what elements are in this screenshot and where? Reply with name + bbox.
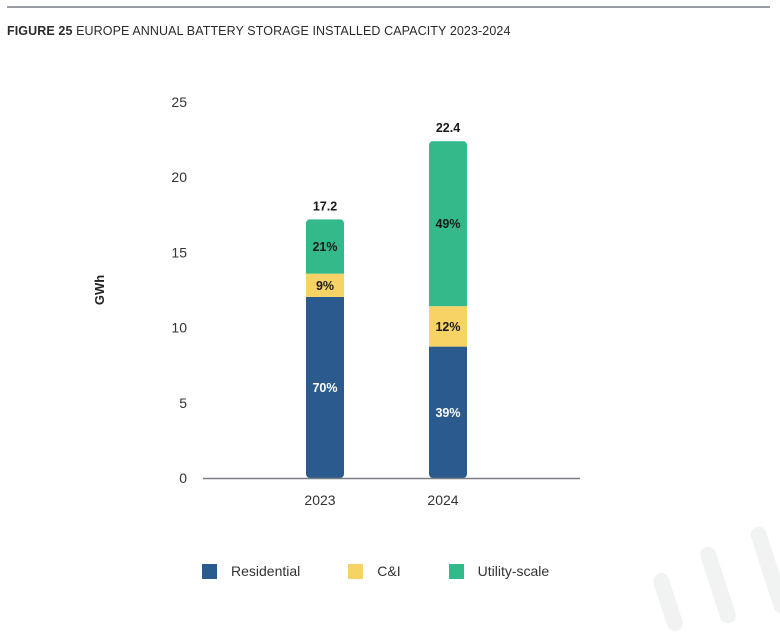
y-tick-label: 20 bbox=[171, 169, 187, 185]
segment-label: 21% bbox=[312, 240, 337, 254]
segment-label: 70% bbox=[312, 381, 337, 395]
stacked-bar-chart: 0 5 10 15 20 25 GWh 70% 9% 21% 17.2 39% 12% 49% 22.4… bbox=[92, 94, 580, 508]
figure-label: FIGURE 25 bbox=[7, 24, 73, 38]
bar-segment-residential-2024 bbox=[429, 346, 467, 478]
bar-segment-c-i-2023 bbox=[306, 273, 344, 297]
legend-swatch-ci bbox=[348, 563, 364, 579]
legend-swatch-utility-scale bbox=[448, 563, 464, 579]
x-tick-label: 2023 bbox=[304, 492, 335, 508]
y-tick-label: 25 bbox=[171, 94, 187, 110]
x-tick-label: 2024 bbox=[427, 492, 458, 508]
legend: Residential C&I Utility-scale bbox=[202, 563, 597, 579]
figure-title: FIGURE 25 EUROPE ANNUAL BATTERY STORAGE … bbox=[7, 24, 511, 38]
segment-label: 12% bbox=[435, 320, 460, 334]
legend-label-residential: Residential bbox=[231, 563, 301, 579]
bar-stack-2023: 70% 9% 21% 17.2 bbox=[306, 199, 344, 478]
legend-item-utility-scale: Utility-scale bbox=[448, 563, 550, 579]
top-rule bbox=[7, 6, 770, 8]
bar-segment-utility-scale-2024 bbox=[429, 141, 467, 307]
legend-swatch-residential bbox=[202, 563, 217, 579]
figure-title-text: EUROPE ANNUAL BATTERY STORAGE INSTALLED … bbox=[76, 24, 511, 38]
total-label: 17.2 bbox=[313, 199, 337, 213]
legend-item-residential: Residential bbox=[202, 563, 300, 579]
x-axis-ticks: 2023 2024 bbox=[304, 492, 458, 508]
segment-label: 49% bbox=[435, 217, 460, 231]
segment-label: 9% bbox=[316, 279, 334, 293]
y-tick-label: 10 bbox=[171, 320, 187, 336]
total-label: 22.4 bbox=[436, 121, 460, 135]
y-axis-ticks: 0 5 10 15 20 25 bbox=[171, 94, 187, 486]
y-tick-label: 0 bbox=[179, 470, 187, 486]
y-tick-label: 5 bbox=[179, 395, 187, 411]
y-axis-label: GWh bbox=[92, 275, 107, 305]
bar-segment-c-i-2024 bbox=[429, 306, 467, 347]
bar-segment-residential-2023 bbox=[306, 296, 344, 478]
bars: 70% 9% 21% 17.2 39% 12% 49% 22.4 bbox=[306, 121, 467, 478]
bar-segment-utility-scale-2023 bbox=[306, 219, 344, 274]
legend-label-utility-scale: Utility-scale bbox=[477, 563, 550, 579]
legend-label-ci: C&I bbox=[377, 563, 401, 579]
y-tick-label: 15 bbox=[171, 244, 187, 260]
legend-item-ci: C&I bbox=[348, 563, 401, 579]
bar-stack-2024: 39% 12% 49% 22.4 bbox=[429, 121, 467, 478]
segment-label: 39% bbox=[435, 406, 460, 420]
